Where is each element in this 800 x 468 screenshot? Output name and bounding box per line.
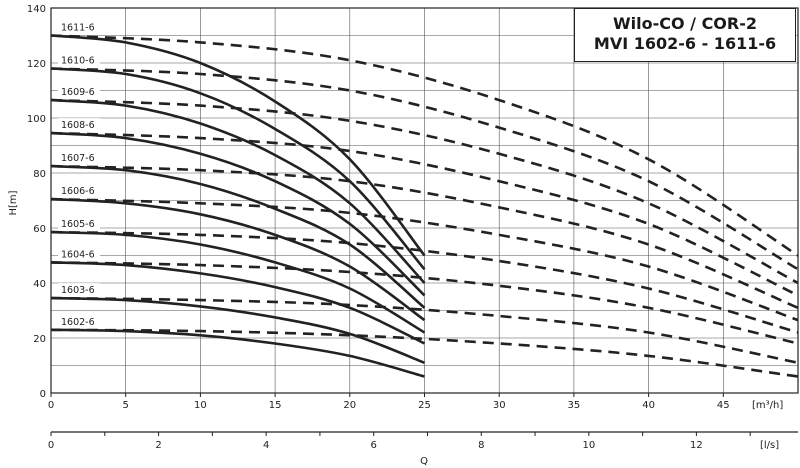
pump-curves: [50, 34, 799, 378]
series-label-bg: [58, 314, 100, 327]
x-tick-label-m3h: 0: [48, 400, 54, 411]
series-1604-6-dashed-line: [50, 261, 799, 345]
chart-title-line-1: Wilo-CO / COR-2: [612, 14, 757, 33]
series-1605-6-solid-line: [50, 230, 426, 334]
x-tick-label-ls: 4: [263, 440, 269, 451]
series-label: 1610-6: [61, 56, 95, 67]
chart-title-box: Wilo-CO / COR-2 MVI 1602-6 - 1611-6: [574, 8, 796, 62]
series-label-bg: [58, 247, 100, 260]
x-tick-label-ls: 12: [690, 440, 703, 451]
series-1608-6-dashed-line: [50, 131, 799, 297]
series-label: 1611-6: [61, 23, 95, 34]
curve-labels: 1611-6 1610-6 1609-6 1608-6 1607-6 1606-6 1605…: [58, 20, 100, 328]
series-1607-6-dashed-line: [50, 164, 799, 309]
y-tick-label: 0: [40, 389, 46, 400]
x-tick-label-m3h: 35: [568, 400, 581, 411]
y-tick-label: 60: [33, 224, 46, 235]
x-tick-label-m3h: 5: [123, 400, 129, 411]
series-label: 1608-6: [61, 120, 95, 131]
series-label: 1609-6: [61, 87, 95, 98]
x-tick-label-m3h: 25: [418, 400, 431, 411]
series-label-bg: [58, 184, 100, 197]
x-tick-label-m3h: 45: [717, 400, 730, 411]
x-tick-label-ls: 0: [48, 440, 54, 451]
series-label-bg: [58, 118, 100, 131]
axes: [50, 7, 799, 436]
series-1602-6-solid-line: [50, 328, 425, 378]
series-label: 1606-6: [61, 186, 95, 197]
x-unit-bottom: [l/s]: [760, 440, 779, 451]
series-1603-6-dashed-line: [50, 296, 799, 365]
x-tick-label-ls: 6: [371, 440, 377, 451]
tick-labels: 0 20 40 60 80 100 120 140 0 5 10 15 20 25 30 35 40 45 0 2 4 6…: [27, 4, 730, 451]
series-label-bg: [58, 151, 100, 164]
series-label-bg: [58, 85, 100, 98]
y-tick-label: 20: [33, 334, 46, 345]
x-tick-label-ls: 10: [582, 440, 595, 451]
x-tick-label-ls: 8: [478, 440, 484, 451]
series-1604-6-solid-line: [50, 261, 426, 345]
series-1610-6-solid-line: [50, 67, 426, 271]
series-1611-6-dashed-line: [50, 34, 799, 257]
series-label-bg: [58, 283, 100, 296]
series-label: 1603-6: [61, 285, 95, 296]
x-tick-label-ls: 2: [155, 440, 161, 451]
y-tick-label: 120: [27, 59, 46, 70]
series-1609-6-dashed-line: [50, 98, 799, 285]
y-tick-label: 100: [27, 114, 46, 125]
series-label: 1605-6: [61, 219, 95, 230]
x-tick-label-m3h: 40: [642, 400, 655, 411]
series-1611-6-solid-line: [50, 34, 426, 257]
series-label: 1604-6: [61, 249, 95, 260]
chart-title-line-2: MVI 1602-6 - 1611-6: [593, 34, 777, 53]
x-tick-label-m3h: 30: [493, 400, 506, 411]
series-1602-6-dashed-line: [50, 328, 799, 378]
series-1605-6-dashed-line: [50, 230, 799, 334]
x-tick-label-m3h: 20: [343, 400, 356, 411]
y-axis-label: H[m]: [8, 190, 19, 215]
x-unit-top: [m³/h]: [752, 400, 783, 411]
series-label-bg: [58, 53, 100, 66]
x-axis-label: Q: [420, 456, 428, 467]
series-1610-6-dashed-line: [50, 67, 799, 271]
y-tick-label: 40: [33, 279, 46, 290]
series-label: 1602-6: [61, 317, 95, 328]
series-1606-6-dashed-line: [50, 197, 799, 322]
y-tick-label: 140: [27, 4, 46, 15]
x-tick-label-m3h: 15: [269, 400, 282, 411]
y-tick-label: 80: [33, 169, 46, 180]
series-1607-6-solid-line: [50, 164, 426, 309]
series-label: 1607-6: [61, 153, 95, 164]
series-label-bg: [58, 217, 100, 230]
series-1608-6-solid-line: [50, 131, 426, 297]
series-label-bg: [58, 20, 100, 33]
x-tick-label-m3h: 10: [194, 400, 207, 411]
